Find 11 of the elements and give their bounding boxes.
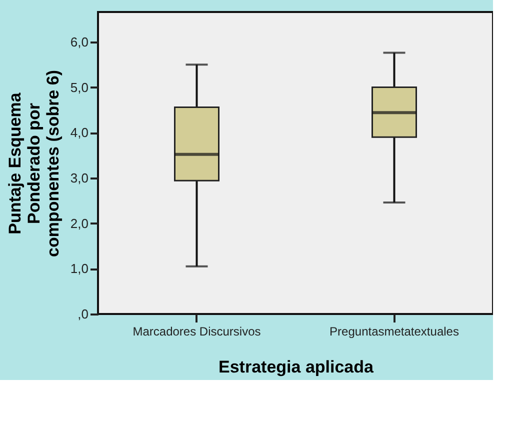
y-tick-label: 4,0 bbox=[70, 125, 88, 140]
x-tick-label: Marcadores Discursivos bbox=[132, 324, 261, 338]
x-tick-label: Preguntasmetatextuales bbox=[330, 324, 459, 338]
y-tick-label: 2,0 bbox=[70, 216, 88, 231]
x-axis-title: Estrategia aplicada bbox=[218, 358, 374, 376]
y-tick-label: 1,0 bbox=[70, 261, 88, 276]
y-tick-label: 5,0 bbox=[70, 80, 88, 95]
y-axis-title: Puntaje Esquema Ponderado por componentes (sobre 6) bbox=[5, 70, 62, 258]
y-tick-label: ,0 bbox=[78, 306, 88, 322]
y-tick-label: 6,0 bbox=[70, 34, 88, 50]
y-tick-label: 3,0 bbox=[70, 170, 88, 186]
